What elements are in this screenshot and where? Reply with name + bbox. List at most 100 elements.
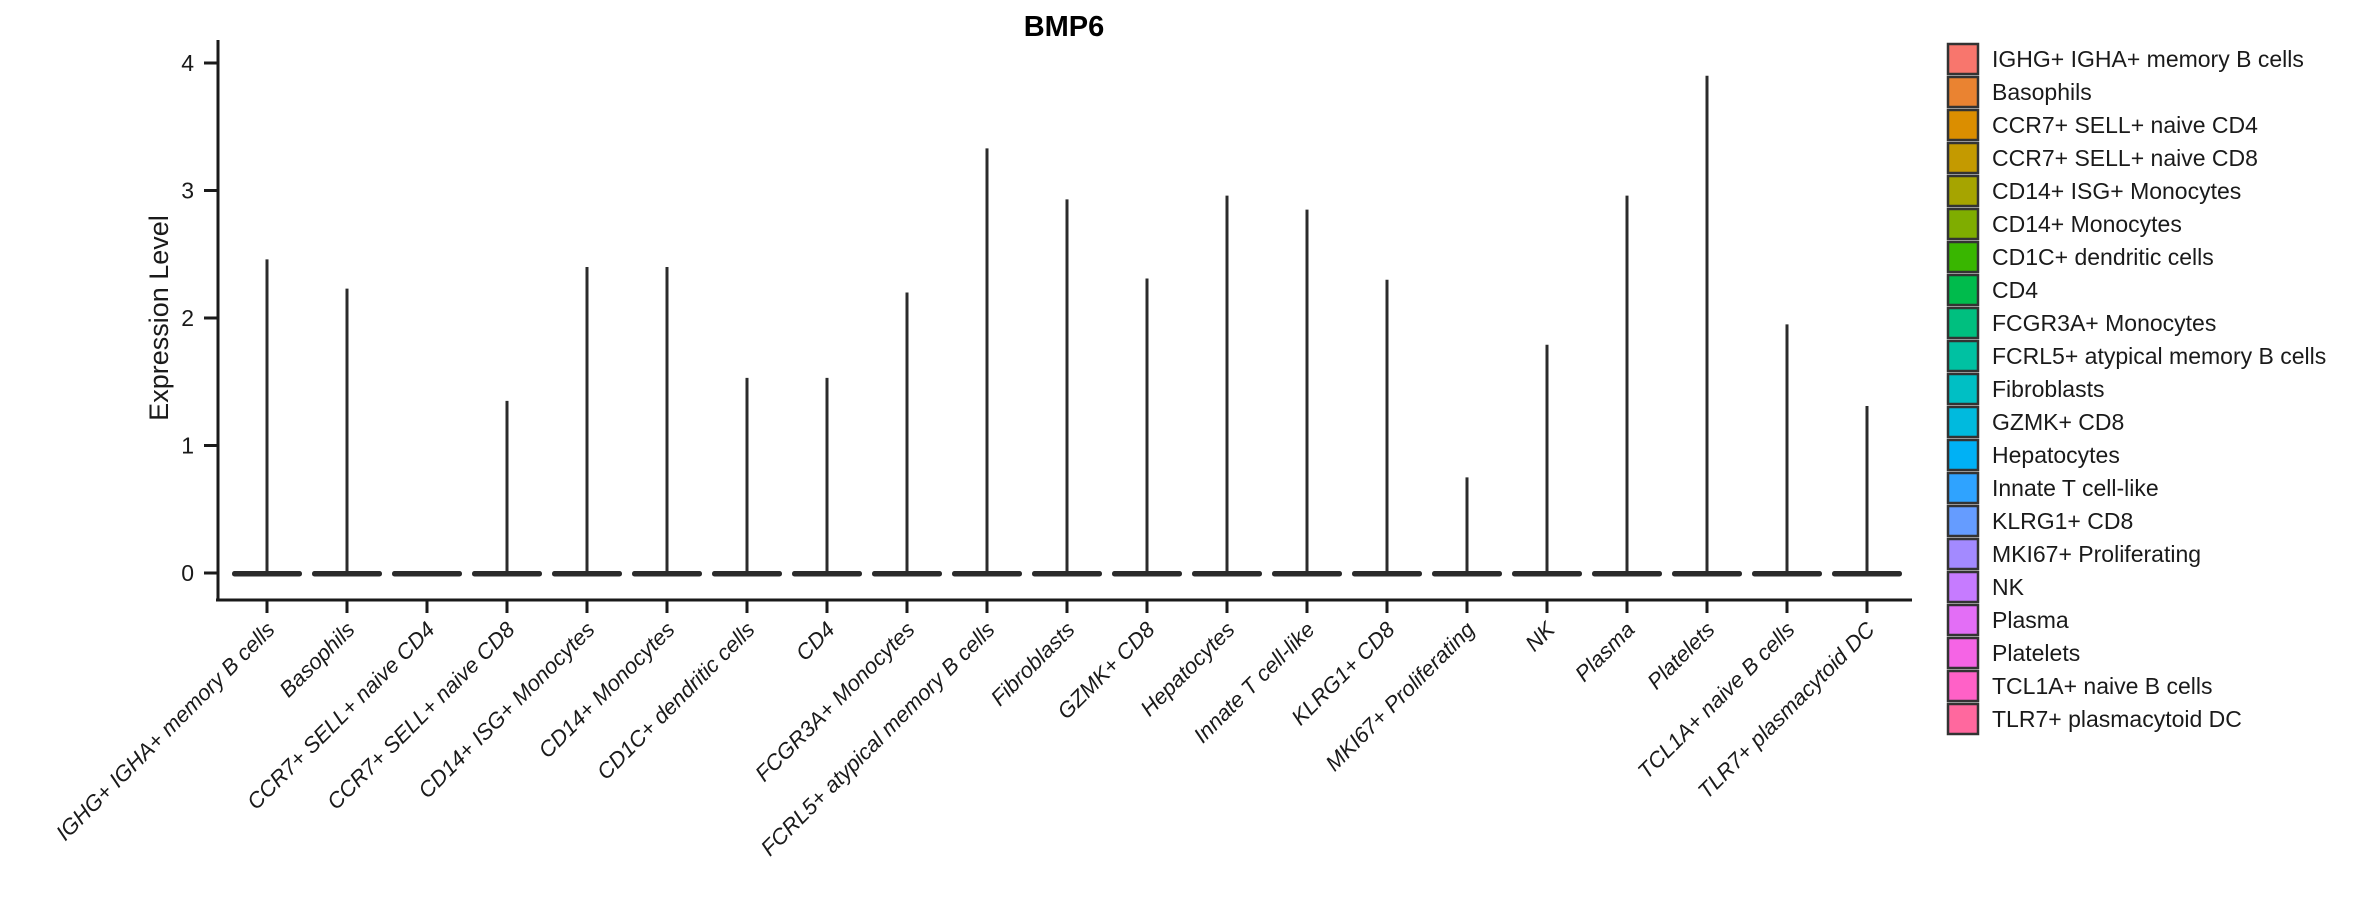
legend-swatch <box>1946 504 1980 538</box>
violins <box>232 75 1902 577</box>
y-tick-label: 2 <box>181 305 194 331</box>
legend-swatch <box>1946 108 1980 142</box>
legend-label: TCL1A+ naive B cells <box>1992 673 2213 699</box>
violin-base <box>392 571 462 577</box>
y-axis-title: Expression Level <box>144 215 174 421</box>
x-axis-ticks <box>265 600 1869 613</box>
violin <box>392 571 462 577</box>
violin-base <box>1352 571 1422 577</box>
legend-swatch <box>1946 372 1980 406</box>
legend-label: IGHG+ IGHA+ memory B cells <box>1992 46 2304 72</box>
legend-label: Fibroblasts <box>1992 376 2104 402</box>
violin <box>632 267 702 577</box>
legend-label: CD4 <box>1992 277 2038 303</box>
violin-base <box>1192 571 1262 577</box>
violin-base <box>632 571 702 577</box>
x-axis-label: CD4 <box>791 617 840 666</box>
legend-swatch <box>1946 570 1980 604</box>
legend-swatch <box>1946 207 1980 241</box>
legend-item: TCL1A+ naive B cells <box>1946 669 2213 703</box>
legend-item: KLRG1+ CD8 <box>1946 504 2133 538</box>
violin-base <box>232 571 302 577</box>
violin-base <box>952 571 1022 577</box>
legend-swatch <box>1946 702 1980 736</box>
legend-item: Fibroblasts <box>1946 372 2104 406</box>
violin <box>232 259 302 577</box>
violin <box>792 377 862 577</box>
x-axis-label: TCL1A+ naive B cells <box>1633 617 1800 784</box>
y-tick-label: 3 <box>181 178 194 204</box>
violin <box>1352 279 1422 577</box>
legend-swatch <box>1946 306 1980 340</box>
legend-label: GZMK+ CD8 <box>1992 409 2124 435</box>
legend-label: Platelets <box>1992 640 2080 666</box>
legend-item: CD14+ ISG+ Monocytes <box>1946 174 2241 208</box>
legend-swatch <box>1946 636 1980 670</box>
x-axis-label: MKI67+ Proliferating <box>1320 616 1480 776</box>
violin <box>1512 344 1582 577</box>
violin <box>1192 195 1262 577</box>
legend-item: Hepatocytes <box>1946 438 2120 472</box>
legend-swatch <box>1946 75 1980 109</box>
legend-swatch <box>1946 405 1980 439</box>
legend-swatch <box>1946 537 1980 571</box>
legend-swatch <box>1946 240 1980 274</box>
violin-base <box>1832 571 1902 577</box>
legend-label: CCR7+ SELL+ naive CD4 <box>1992 112 2258 138</box>
legend: IGHG+ IGHA+ memory B cells Basophils CCR7+… <box>1946 42 2326 736</box>
legend-label: CD14+ ISG+ Monocytes <box>1992 178 2241 204</box>
violin-base <box>872 571 942 577</box>
legend-item: TLR7+ plasmacytoid DC <box>1946 702 2242 736</box>
legend-swatch <box>1946 141 1980 175</box>
legend-item: FCRL5+ atypical memory B cells <box>1946 339 2326 373</box>
y-tick-label: 4 <box>181 50 194 76</box>
legend-label: KLRG1+ CD8 <box>1992 508 2133 534</box>
legend-swatch <box>1946 273 1980 307</box>
violin <box>312 288 382 577</box>
x-axis-label: NK <box>1520 616 1560 656</box>
x-axis-label: CD14+ Monocytes <box>533 617 679 763</box>
legend-item: MKI67+ Proliferating <box>1946 537 2201 571</box>
legend-swatch <box>1946 339 1980 373</box>
violin-base <box>472 571 542 577</box>
legend-label: Basophils <box>1992 79 2092 105</box>
violin <box>1112 278 1182 577</box>
legend-item: IGHG+ IGHA+ memory B cells <box>1946 42 2304 76</box>
x-axis-label: IGHG+ IGHA+ memory B cells <box>51 617 280 846</box>
legend-item: Basophils <box>1946 75 2092 109</box>
y-axis-ticks: 0 1 2 3 4 <box>181 50 218 586</box>
violin <box>1432 477 1502 577</box>
x-axis-label: FCGR3A+ Monocytes <box>750 617 919 786</box>
x-axis-label: Plasma <box>1570 617 1640 687</box>
legend-label: NK <box>1992 574 2025 600</box>
legend-item: Innate T cell-like <box>1946 471 2159 505</box>
legend-swatch <box>1946 471 1980 505</box>
violin <box>552 267 622 577</box>
legend-label: CD1C+ dendritic cells <box>1992 244 2214 270</box>
violin-base <box>312 571 382 577</box>
violin <box>472 400 542 577</box>
legend-swatch <box>1946 669 1980 703</box>
violin <box>1752 324 1822 577</box>
legend-label: FCGR3A+ Monocytes <box>1992 310 2216 336</box>
violin <box>1272 209 1342 577</box>
violin <box>952 148 1022 577</box>
legend-label: CD14+ Monocytes <box>1992 211 2182 237</box>
violin <box>712 377 782 577</box>
violin-base <box>1032 571 1102 577</box>
violin <box>1032 199 1102 577</box>
legend-swatch <box>1946 438 1980 472</box>
legend-item: CCR7+ SELL+ naive CD8 <box>1946 141 2258 175</box>
legend-label: Hepatocytes <box>1992 442 2120 468</box>
legend-item: GZMK+ CD8 <box>1946 405 2124 439</box>
legend-label: Plasma <box>1992 607 2069 633</box>
y-tick-label: 1 <box>181 433 194 459</box>
legend-label: FCRL5+ atypical memory B cells <box>1992 343 2326 369</box>
violin-base <box>1512 571 1582 577</box>
violin-base <box>1272 571 1342 577</box>
legend-label: CCR7+ SELL+ naive CD8 <box>1992 145 2258 171</box>
x-axis-label: Basophils <box>274 617 359 702</box>
violin-base <box>792 571 862 577</box>
